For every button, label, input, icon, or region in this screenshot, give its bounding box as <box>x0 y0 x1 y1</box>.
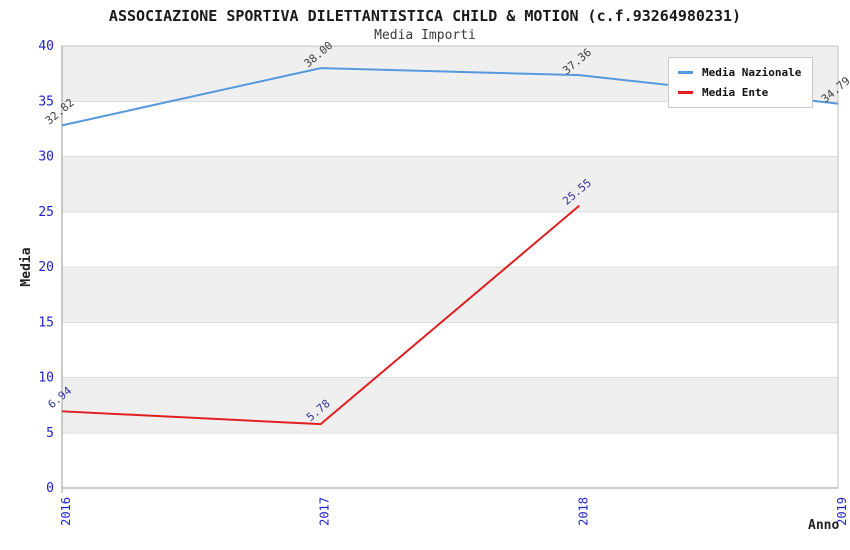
x-tick-label: 2018 <box>576 497 590 526</box>
chart-subtitle: Media Importi <box>374 28 476 43</box>
legend-item: Media Ente <box>678 86 801 99</box>
plot-band <box>62 211 838 267</box>
plot-band <box>62 267 838 323</box>
legend-swatch-icon <box>678 91 693 94</box>
y-tick-label: 40 <box>38 39 54 54</box>
plot-band <box>62 377 838 433</box>
x-axis-title: Anno <box>808 518 839 533</box>
y-tick-label: 0 <box>46 481 54 496</box>
plot-band <box>62 322 838 378</box>
y-tick-label: 35 <box>38 94 54 109</box>
legend: Media Nazionale Media Ente <box>668 57 814 108</box>
plot-band <box>62 101 838 157</box>
plot-band <box>62 432 838 488</box>
chart-title: ASSOCIAZIONE SPORTIVA DILETTANTISTICA CH… <box>108 7 742 25</box>
series-line <box>61 204 580 426</box>
y-tick-label: 10 <box>38 371 54 386</box>
x-tick-label: 2017 <box>318 497 332 526</box>
y-tick-label: 5 <box>46 426 54 441</box>
y-tick-label: 30 <box>38 150 54 165</box>
legend-swatch-icon <box>678 71 693 74</box>
legend-label: Media Nazionale <box>702 66 802 79</box>
x-tick-label: 2016 <box>59 497 73 526</box>
legend-label: Media Ente <box>702 86 769 99</box>
plot-band <box>62 156 838 212</box>
legend-item: Media Nazionale <box>678 66 801 79</box>
x-tick-label: 2019 <box>835 497 849 526</box>
y-tick-label: 15 <box>38 315 54 330</box>
y-tick-label: 25 <box>38 205 54 220</box>
y-tick-label: 20 <box>38 260 54 275</box>
y-axis-title: Media <box>19 247 34 286</box>
